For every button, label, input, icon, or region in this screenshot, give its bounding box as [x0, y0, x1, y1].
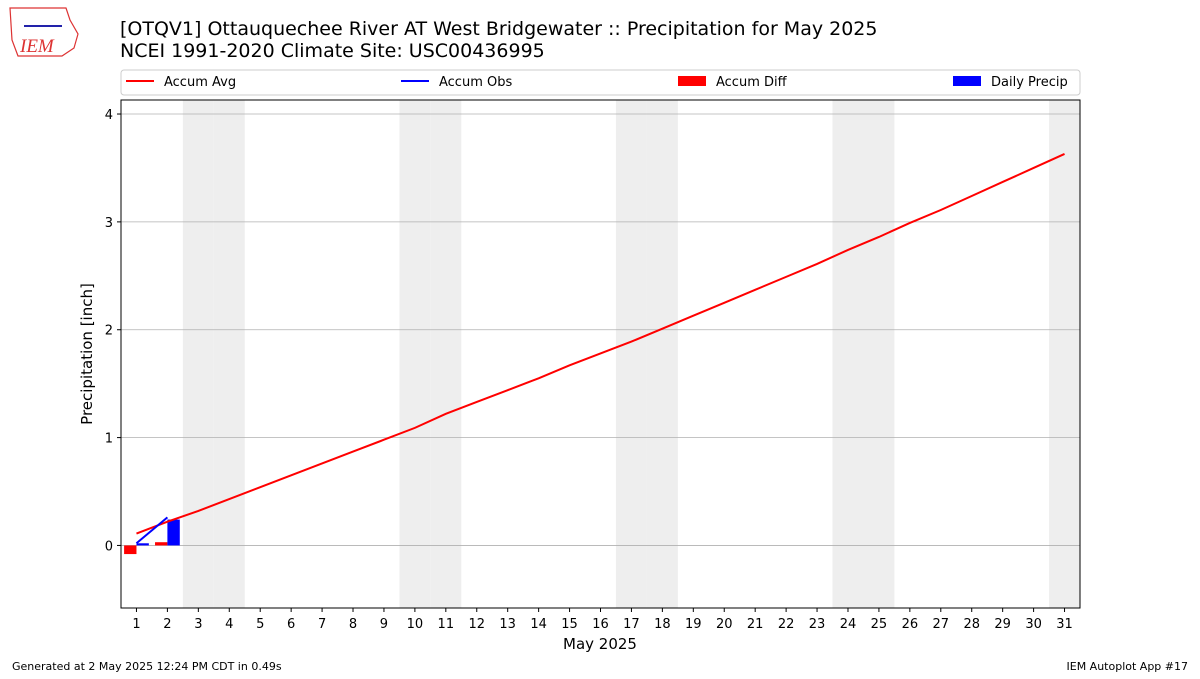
x-tick-label: 13 — [499, 617, 516, 632]
logo-outline — [9, 7, 79, 57]
x-tick-label: 3 — [194, 617, 202, 632]
x-tick-label: 18 — [654, 617, 671, 632]
y-tick-label: 4 — [105, 108, 113, 123]
footer-left: Generated at 2 May 2025 12:24 PM CDT in … — [12, 660, 282, 673]
x-tick-label: 1 — [132, 617, 140, 632]
logo: IEM — [9, 7, 79, 57]
x-tick-label: 22 — [778, 617, 795, 632]
x-tick-label: 26 — [902, 617, 919, 632]
x-tick-label: 6 — [287, 617, 295, 632]
legend-swatch — [953, 76, 981, 86]
legend-label: Accum Avg — [164, 75, 236, 90]
x-tick-label: 11 — [438, 617, 455, 632]
x-tick-label: 2 — [163, 617, 171, 632]
legend-box — [120, 69, 1081, 96]
x-tick-label: 5 — [256, 617, 264, 632]
x-axis-label: May 2025 — [563, 635, 637, 653]
bar — [155, 542, 168, 546]
legend-label: Accum Obs — [439, 75, 512, 90]
weekend-shade — [646, 100, 678, 608]
x-tick-label: 17 — [623, 617, 640, 632]
chart-subtitle: NCEI 1991-2020 Climate Site: USC00436995 — [120, 40, 545, 62]
bar — [167, 519, 180, 546]
y-tick-label: 3 — [105, 216, 113, 231]
x-tick-label: 15 — [561, 617, 578, 632]
bar — [136, 543, 149, 546]
chart-title: [OTQV1] Ottauquechee River AT West Bridg… — [120, 18, 877, 40]
logo-text: IEM — [19, 36, 55, 57]
x-tick-label: 27 — [933, 617, 950, 632]
weekend-shade — [863, 100, 895, 608]
footer-right: IEM Autoplot App #17 — [1067, 660, 1189, 673]
legend-label: Accum Diff — [716, 75, 788, 90]
y-tick-label: 2 — [105, 324, 113, 339]
x-tick-label: 31 — [1056, 617, 1073, 632]
x-tick-label: 20 — [716, 617, 733, 632]
weekend-shade — [832, 100, 864, 608]
x-tick-label: 25 — [871, 617, 888, 632]
y-tick-label: 0 — [105, 539, 113, 554]
x-tick-label: 4 — [225, 617, 233, 632]
y-axis-label: Precipitation [inch] — [78, 283, 96, 425]
weekend-shade — [213, 100, 245, 608]
x-tick-label: 30 — [1025, 617, 1042, 632]
bar — [124, 545, 137, 555]
x-tick-label: 16 — [592, 617, 609, 632]
x-tick-label: 12 — [468, 617, 485, 632]
weekend-shade — [182, 100, 214, 608]
y-tick-label: 1 — [105, 432, 113, 447]
x-tick-label: 7 — [318, 617, 326, 632]
line — [135, 516, 169, 545]
plot-frame — [120, 99, 1081, 609]
x-tick-label: 10 — [407, 617, 424, 632]
legend-label: Daily Precip — [991, 75, 1068, 90]
legend-swatch — [678, 76, 706, 86]
x-tick-label: 9 — [380, 617, 388, 632]
x-tick-label: 29 — [994, 617, 1011, 632]
line — [136, 153, 1065, 535]
x-tick-label: 28 — [963, 617, 980, 632]
weekend-shade — [399, 100, 431, 608]
x-tick-label: 24 — [840, 617, 857, 632]
x-tick-label: 19 — [685, 617, 702, 632]
x-tick-label: 14 — [530, 617, 547, 632]
x-tick-label: 23 — [809, 617, 826, 632]
plot-area — [121, 100, 1080, 608]
weekend-shade — [430, 100, 462, 608]
weekend-shade — [615, 100, 647, 608]
x-tick-label: 8 — [349, 617, 357, 632]
x-tick-label: 21 — [747, 617, 764, 632]
weekend-shade — [1049, 100, 1080, 608]
